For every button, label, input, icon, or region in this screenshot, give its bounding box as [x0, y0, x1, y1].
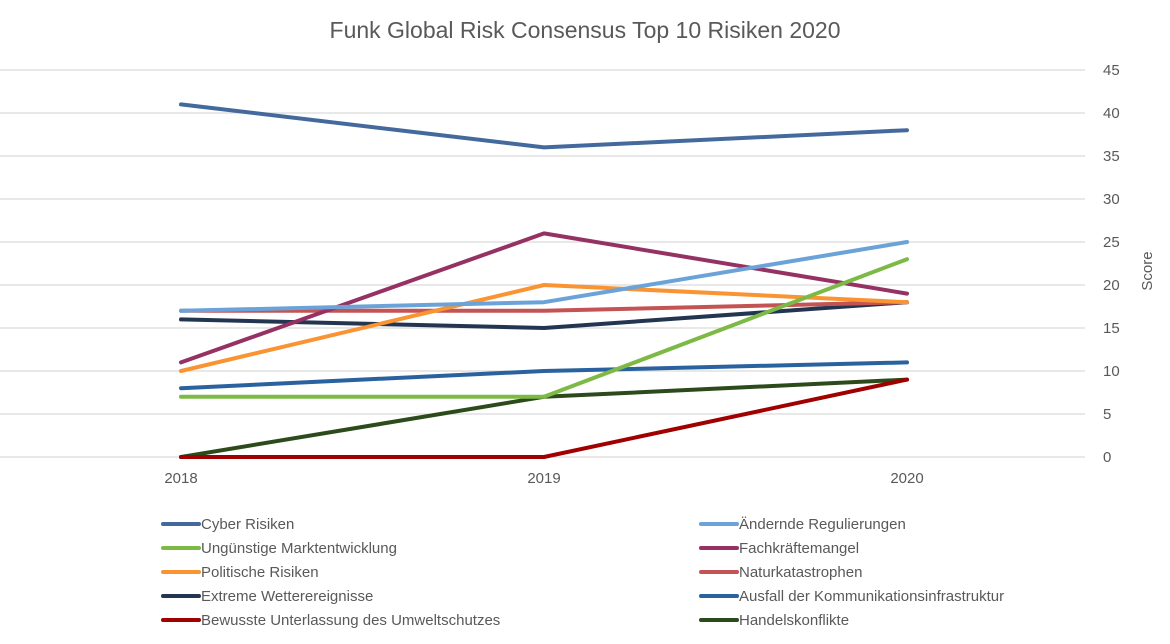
legend-item: Politische Risiken — [161, 564, 319, 581]
legend-label: Bewusste Unterlassung des Umweltschutzes — [201, 612, 500, 629]
y-axis-label: Score — [1139, 251, 1156, 290]
y-tick-label: 10 — [1103, 363, 1120, 380]
series-line — [179, 240, 909, 313]
legend-label: Politische Risiken — [201, 564, 319, 581]
series-line — [179, 257, 909, 399]
legend-item: Extreme Wetterereignisse — [161, 588, 373, 605]
y-tick-label: 5 — [1103, 406, 1111, 423]
series-line — [179, 377, 909, 459]
y-tick-label: 45 — [1103, 62, 1120, 79]
legend-label: Extreme Wetterereignisse — [201, 588, 373, 605]
y-tick-label: 0 — [1103, 449, 1111, 466]
legend-item: Cyber Risiken — [161, 516, 294, 533]
legend-label: Ändernde Regulierungen — [739, 516, 906, 533]
series-lines — [179, 102, 909, 459]
legend-item: Handelskonflikte — [699, 612, 849, 629]
legend-item: Ändernde Regulierungen — [699, 516, 906, 533]
x-tick-label: 2020 — [890, 470, 923, 487]
y-tick-label: 30 — [1103, 191, 1120, 208]
legend: Cyber Risiken Ändernde Regulierungen Ungün… — [161, 516, 1004, 629]
series-line — [179, 231, 909, 365]
y-tick-label: 20 — [1103, 277, 1120, 294]
legend-item: Ausfall der Kommunikationsinfrastruktur — [699, 588, 1004, 605]
chart-title: Funk Global Risk Consensus Top 10 Risike… — [330, 17, 841, 43]
legend-item: Bewusste Unterlassung des Umweltschutzes — [161, 612, 500, 629]
legend-label: Handelskonflikte — [739, 612, 849, 629]
series-line — [179, 300, 909, 330]
legend-item: Naturkatastrophen — [699, 564, 862, 581]
legend-item: Fachkräftemangel — [699, 540, 859, 557]
series-line — [179, 360, 909, 391]
legend-item: Ungünstige Marktentwicklung — [161, 540, 397, 557]
legend-label: Ausfall der Kommunikationsinfrastruktur — [739, 588, 1004, 605]
series-line — [179, 102, 909, 150]
series-line — [179, 377, 909, 459]
x-axis-ticks: 2018 2019 2020 — [164, 470, 923, 487]
x-tick-label: 2019 — [527, 470, 560, 487]
legend-label: Naturkatastrophen — [739, 564, 862, 581]
y-tick-label: 35 — [1103, 148, 1120, 165]
x-tick-label: 2018 — [164, 470, 197, 487]
legend-label: Cyber Risiken — [201, 516, 294, 533]
y-tick-label: 15 — [1103, 320, 1120, 337]
series-line — [179, 283, 909, 373]
y-axis-ticks: 0 5 10 15 20 25 30 35 40 45 — [1103, 62, 1120, 466]
y-tick-label: 40 — [1103, 105, 1120, 122]
legend-label: Ungünstige Marktentwicklung — [201, 540, 397, 557]
legend-label: Fachkräftemangel — [739, 540, 859, 557]
y-tick-label: 25 — [1103, 234, 1120, 251]
